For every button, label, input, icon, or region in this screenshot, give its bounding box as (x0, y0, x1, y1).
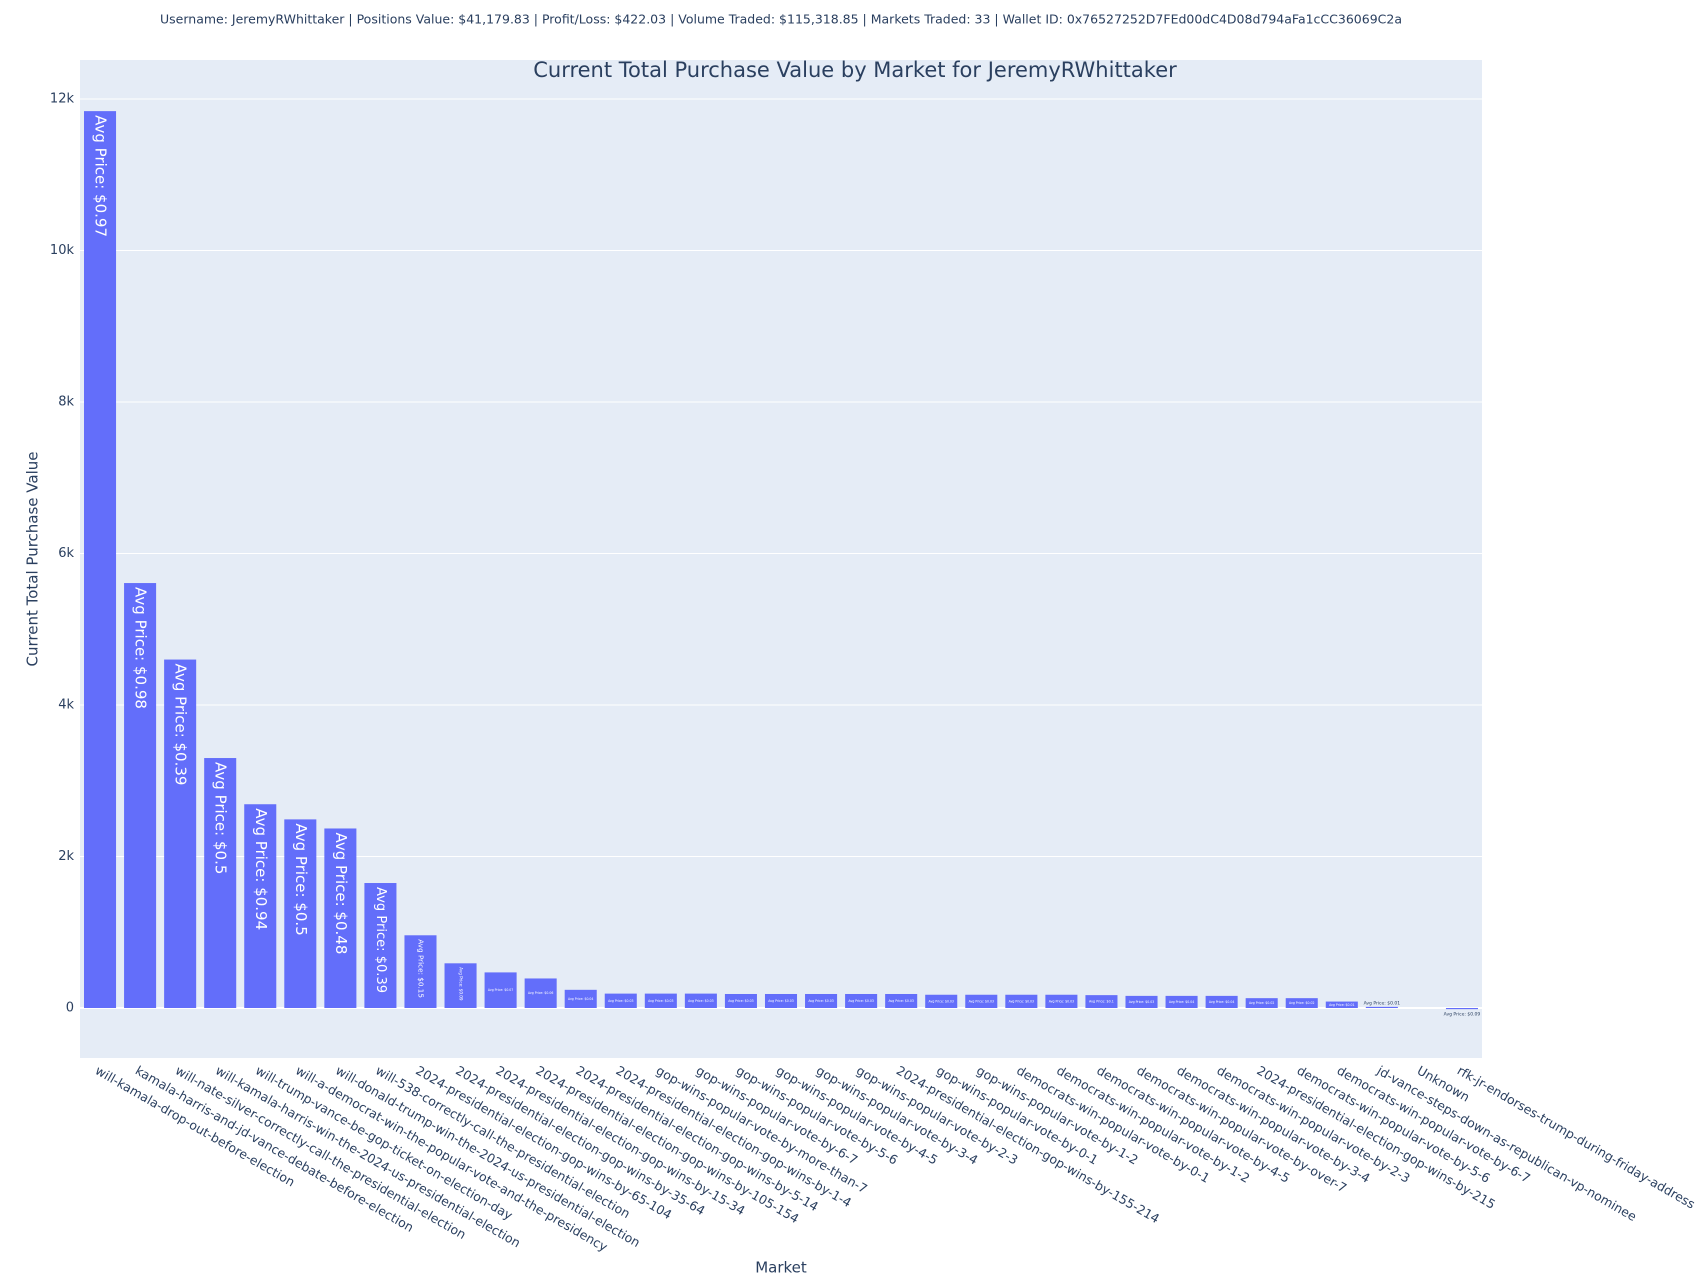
bar-text: Avg Price: $0.02 (1249, 1001, 1274, 1005)
bar-text: Avg Price: $0.03 (608, 999, 633, 1003)
bar (164, 659, 197, 1009)
bar (564, 989, 597, 1009)
y-tick-label: 8k (58, 395, 74, 410)
bar-text: Avg Price: $0.03 (848, 999, 873, 1003)
y-tick-label: 0 (66, 1001, 74, 1016)
bar-text: Avg Price: $0.97 (92, 115, 110, 237)
bar-text: Avg Price: $0.39 (373, 887, 388, 993)
bar-text: Avg Price: $0.39 (172, 664, 190, 786)
bar (1005, 994, 1038, 1009)
bar (404, 935, 437, 1009)
bar-text: Avg Price: $0.15 (416, 939, 425, 998)
bar (805, 993, 838, 1009)
bar-text: Avg Price: $0.03 (1049, 999, 1074, 1003)
bar (764, 993, 798, 1009)
bar-text: Avg Price: $0.07 (488, 988, 513, 992)
bar (925, 994, 958, 1009)
y-tick-label: 4k (58, 698, 74, 713)
bar-text: Avg Price: $0.03 (929, 999, 954, 1003)
bar (1205, 995, 1238, 1009)
bar (84, 111, 117, 1009)
bar (1085, 995, 1118, 1009)
bar-text: Avg Price: $0.06 (528, 991, 553, 995)
bar (604, 993, 637, 1009)
bar-text: Avg Price: $0.03 (1009, 999, 1034, 1003)
bar-text: Avg Price: $0.03 (728, 999, 753, 1003)
bar (965, 994, 998, 1009)
bar (1325, 1001, 1358, 1009)
y-tick-label: 6k (58, 546, 74, 561)
bar-text: Avg Price: $0.5 (212, 762, 230, 874)
bar (204, 758, 237, 1009)
y-tick-label: 10k (50, 243, 75, 258)
y-axis-title: Current Total Purchase Value (24, 452, 42, 667)
bar (1445, 1008, 1478, 1010)
bar (124, 583, 157, 1009)
bar (364, 883, 397, 1009)
bar-text: Avg Price: $0.04 (1169, 1000, 1194, 1004)
x-axis-title: Market (755, 1259, 807, 1277)
bar (1125, 995, 1158, 1009)
bar-text: Avg Price: $0.03 (888, 999, 913, 1003)
bar (444, 963, 477, 1009)
chart-subtitle: Username: JeremyRWhittaker | Positions V… (160, 12, 1402, 27)
bar-text: Avg Price: $0.98 (132, 587, 150, 709)
y-tick-label: 2k (58, 849, 74, 864)
bar-text: Avg Price: $0.01 (1364, 1000, 1401, 1006)
bar (524, 978, 557, 1009)
bar-text: Avg Price: $0.03 (768, 999, 793, 1003)
bar (284, 819, 317, 1009)
bar-text: Avg Price: $0.1 (1089, 1000, 1114, 1004)
bar-text: Avg Price: $0.09 (459, 967, 464, 1001)
bar-text: Avg Price: $0.48 (332, 832, 350, 954)
bar-text: Avg Price: $0.01 (1329, 1003, 1354, 1007)
bar-text: Avg Price: $0.03 (648, 999, 673, 1003)
bar (1365, 1006, 1398, 1009)
chart-title: Current Total Purchase Value by Market f… (533, 58, 1177, 82)
bar (644, 993, 677, 1009)
bar-text: Avg Price: $0.94 (252, 808, 270, 930)
bar-text: Avg Price: $0.04 (568, 997, 593, 1001)
bar-text: Avg Price: $0.03 (688, 999, 713, 1003)
y-tick-label: 12k (50, 92, 75, 107)
bar-text: Avg Price: $0.04 (1209, 1000, 1234, 1004)
bar (684, 993, 717, 1009)
bar (1285, 998, 1318, 1009)
bar-text: Avg Price: $0.03 (1129, 1000, 1154, 1004)
bar-text: Avg Price: $0.03 (969, 999, 994, 1003)
bar (845, 993, 878, 1009)
bar-text: Avg Price: $0.03 (808, 999, 833, 1003)
bar (1045, 994, 1078, 1009)
bar (244, 804, 277, 1009)
bar (1165, 995, 1198, 1009)
bar-text: Avg Price: $0.09 (1444, 1012, 1481, 1018)
bar (1245, 998, 1278, 1009)
bar (885, 993, 918, 1009)
bar-text: Avg Price: $0.02 (1289, 1001, 1314, 1005)
bar-text: Avg Price: $0.5 (292, 823, 310, 935)
bar (724, 993, 757, 1009)
bar (324, 828, 357, 1009)
bar (484, 972, 517, 1009)
